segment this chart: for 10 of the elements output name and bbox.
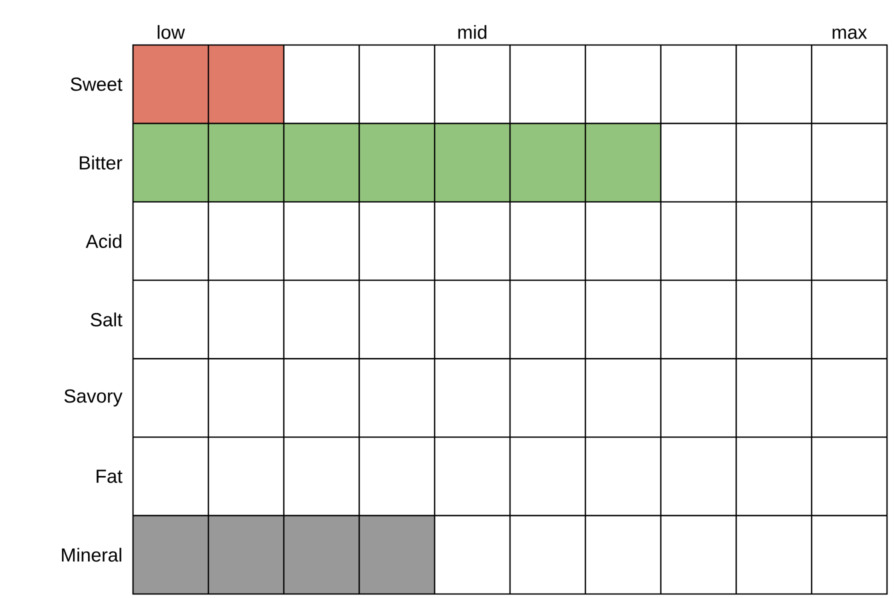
text: max xyxy=(832,28,867,39)
y-tick-label: Mineral xyxy=(62,548,122,562)
y-tick-label: Acid xyxy=(86,234,122,248)
text: low xyxy=(158,25,185,39)
y-tick-label: Salt xyxy=(90,312,122,326)
y-tick-label: Savory xyxy=(64,389,122,406)
text: mid xyxy=(458,25,486,39)
y-tick-label: Bitter xyxy=(80,156,122,170)
y-tick-label: Sweet xyxy=(70,78,122,91)
y-tick-label: Fat xyxy=(96,470,122,483)
